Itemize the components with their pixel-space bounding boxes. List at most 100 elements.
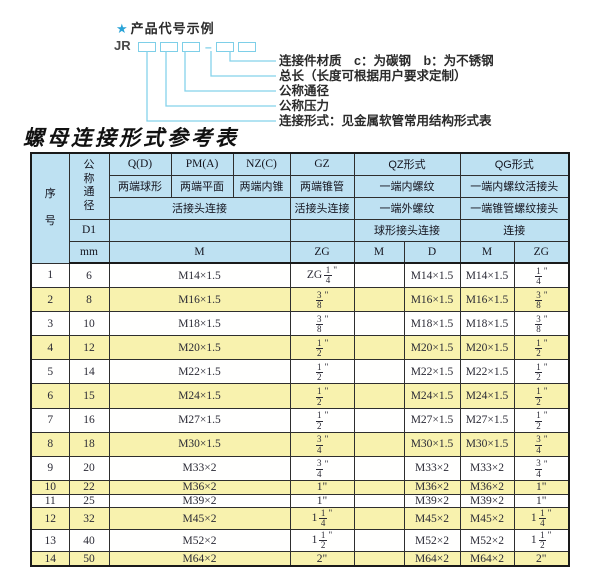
legend-total-length: 总长（长度可根据用户要求定制） — [279, 69, 467, 83]
cell-gz-size: 1 1 4 " — [289, 507, 355, 531]
cell-qg-zg: 3 8 " — [513, 287, 570, 313]
cell-qz-d: M14×1.5 — [403, 262, 461, 289]
header-empty-gz — [289, 218, 355, 242]
cell-m-thread: M64×2 — [108, 551, 291, 567]
cell-qg-m: M64×2 — [459, 551, 515, 567]
header-index: 序号 — [30, 152, 70, 264]
cell-qz-m — [353, 507, 405, 531]
cell-m-thread: M27×1.5 — [108, 407, 291, 433]
cell-index: 9 — [30, 455, 70, 481]
cell-qg-zg: 1 2 " — [513, 407, 570, 433]
header-q-sub: 两端球形 — [108, 174, 172, 198]
star-icon: ★ — [116, 21, 129, 36]
cell-gz-size: 1" — [289, 479, 355, 495]
table-row: 11 25 M39×2 1" M39×2 M39×2 1" — [30, 493, 570, 509]
cell-index: 6 — [30, 383, 70, 409]
cell-qg-m: M18×1.5 — [459, 311, 515, 337]
cell-qg-zg: 1" — [513, 479, 570, 495]
code-box-2 — [160, 42, 178, 52]
cell-qz-m — [353, 551, 405, 567]
cell-nominal-diameter: 40 — [68, 529, 110, 553]
header-nominal-diameter: 公称通径 — [68, 152, 110, 220]
header-empty-left — [108, 218, 291, 242]
table-row: 9 20 M33×2 3 4 " M33×2 M33×2 3 4 " — [30, 455, 570, 481]
code-box-4 — [215, 42, 234, 52]
legend-nominal-diameter: 公称通径 — [279, 84, 330, 98]
cell-qg-m: M16×1.5 — [459, 287, 515, 313]
header-col-gz: GZ — [289, 152, 355, 176]
table-row: 12 32 M45×2 1 1 4 " M45×2 M45×2 1 1 4 " — [30, 507, 570, 531]
table-body: 1 6 M14×1.5 ZG 1 4 " M14×1.5 M14×1.5 1 4 " 2 8 M16×1.5… — [30, 262, 570, 567]
cell-qz-m — [353, 493, 405, 509]
cell-index: 12 — [30, 507, 70, 531]
table-row: 3 10 M18×1.5 3 8 " M18×1.5 M18×1.5 3 8 " — [30, 311, 570, 337]
code-box-1 — [138, 42, 156, 52]
cell-nominal-diameter: 50 — [68, 551, 110, 567]
cell-qg-zg: 3 8 " — [513, 311, 570, 337]
header-gz-connection: 活接头连接 — [289, 196, 355, 220]
cell-qg-zg: 1 2 " — [513, 335, 570, 361]
header-qz-connection: 球形接头连接 — [353, 218, 461, 242]
cell-nominal-diameter: 22 — [68, 479, 110, 495]
cell-qz-m — [353, 431, 405, 457]
cell-qg-m: M33×2 — [459, 455, 515, 481]
cell-qz-d: M33×2 — [403, 455, 461, 481]
header-mm: mm — [68, 240, 110, 264]
cell-gz-size: 1 2 " — [289, 335, 355, 361]
header-qz-sub2: 一端外螺纹 — [353, 196, 461, 220]
header-col-qz: QZ形式 — [353, 152, 461, 176]
header-col-qg: QG形式 — [459, 152, 570, 176]
header-d-qz: D — [403, 240, 461, 264]
cell-index: 3 — [30, 311, 70, 337]
cell-index: 13 — [30, 529, 70, 553]
header-nz-sub: 两端内锥 — [232, 174, 291, 198]
table-row: 13 40 M52×2 1 1 2 " M52×2 M52×2 1 1 2 " — [30, 529, 570, 553]
cell-qg-m: M22×1.5 — [459, 359, 515, 385]
cell-qg-m: M52×2 — [459, 529, 515, 553]
cell-qz-m — [353, 311, 405, 337]
cell-gz-size: 1 2 " — [289, 383, 355, 409]
cell-nominal-diameter: 15 — [68, 383, 110, 409]
cell-qg-m: M24×1.5 — [459, 383, 515, 409]
cell-qz-m — [353, 287, 405, 313]
cell-qz-d: M27×1.5 — [403, 407, 461, 433]
header-col-nz: NZ(C) — [232, 152, 291, 176]
code-box-3 — [182, 42, 200, 52]
cell-m-thread: M24×1.5 — [108, 383, 291, 409]
cell-qg-m: M27×1.5 — [459, 407, 515, 433]
table-row: 4 12 M20×1.5 1 2 " M20×1.5 M20×1.5 1 2 " — [30, 335, 570, 361]
cell-index: 7 — [30, 407, 70, 433]
header-m-qg: M — [459, 240, 515, 264]
cell-m-thread: M16×1.5 — [108, 287, 291, 313]
cell-qz-d: M22×1.5 — [403, 359, 461, 385]
header-qg-sub2: 一端锥管螺纹接头 — [459, 196, 570, 220]
legend-material: 连接件材质 c：为碳钢 b：为不锈钢 — [279, 54, 494, 68]
cell-qg-m: M20×1.5 — [459, 335, 515, 361]
cell-gz-size: 3 4 " — [289, 431, 355, 457]
legend-connection-form: 连接形式：见金属软管常用结构形式表 — [279, 114, 492, 128]
cell-nominal-diameter: 6 — [68, 262, 110, 289]
code-dash: – — [205, 40, 212, 54]
cell-gz-size: 1 2 " — [289, 359, 355, 385]
cell-nominal-diameter: 16 — [68, 407, 110, 433]
cell-qg-zg: 1 2 " — [513, 359, 570, 385]
table-row: 2 8 M16×1.5 3 8 " M16×1.5 M16×1.5 3 8 " — [30, 287, 570, 313]
cell-m-thread: M33×2 — [108, 455, 291, 481]
cell-nominal-diameter: 8 — [68, 287, 110, 313]
table-row: 6 15 M24×1.5 1 2 " M24×1.5 M24×1.5 1 2 " — [30, 383, 570, 409]
cell-qg-zg: 3 4 " — [513, 455, 570, 481]
diagram-title: 产品代号示例 — [130, 21, 215, 36]
cell-nominal-diameter: 14 — [68, 359, 110, 385]
cell-qz-m — [353, 383, 405, 409]
cell-nominal-diameter: 32 — [68, 507, 110, 531]
cell-index: 14 — [30, 551, 70, 567]
cell-qg-zg: 2" — [513, 551, 570, 567]
cell-qz-d: M36×2 — [403, 479, 461, 495]
cell-m-thread: M22×1.5 — [108, 359, 291, 385]
cell-gz-size: 2" — [289, 551, 355, 567]
cell-qz-d: M30×1.5 — [403, 431, 461, 457]
cell-gz-size: 3 8 " — [289, 311, 355, 337]
header-gz-sub: 两端锥管 — [289, 174, 355, 198]
cell-nominal-diameter: 20 — [68, 455, 110, 481]
